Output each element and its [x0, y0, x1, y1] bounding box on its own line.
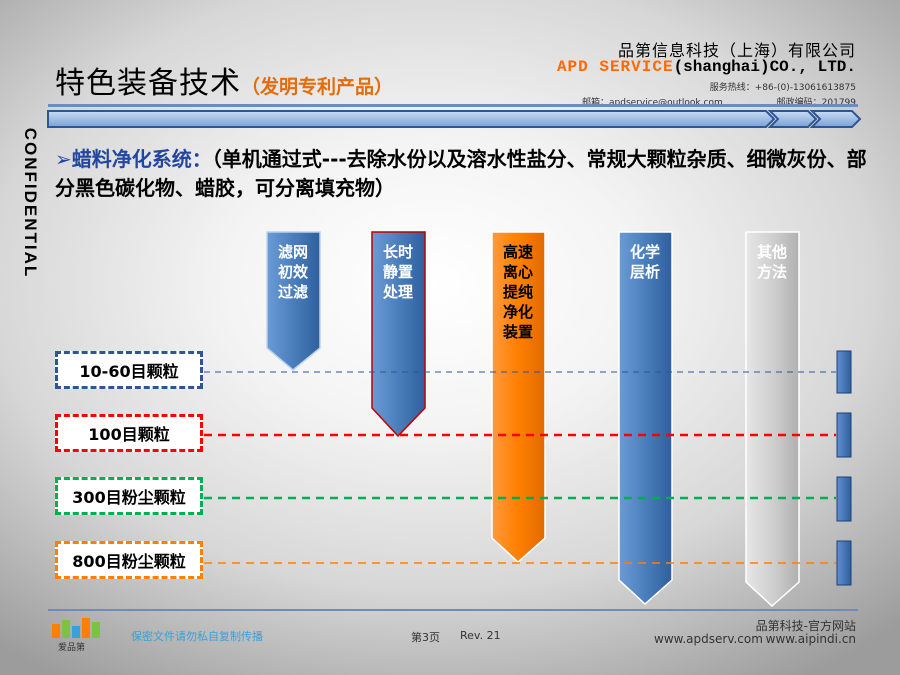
aipindi-logo — [52, 618, 100, 638]
column-label-centrifuge: 高速离心提纯净化装置 — [502, 243, 533, 341]
column-arrow-other — [745, 231, 800, 608]
column-arrow-centrifuge — [491, 231, 546, 564]
title-subtitle: （发明专利产品） — [241, 76, 394, 98]
company-name-cn: 品第信息科技（上海）有限公司 — [617, 41, 856, 60]
footer-site-link-1[interactable]: www.apdserv.com — [654, 632, 763, 646]
section-heading: ➢蜡料净化系统：（单机通过式---去除水份以及溶水性盐分、常规大颗粒杂质、细微灰… — [55, 145, 875, 203]
header-divider — [48, 104, 858, 107]
row-label-800: 800目粉尘颗粒 — [55, 541, 203, 579]
column-arrow-settling — [371, 231, 426, 438]
row-label-10-60: 10-60目颗粒 — [55, 351, 203, 389]
row-end-10-60 — [836, 350, 852, 394]
footer-secret: 保密文件请勿私自复制传播 — [131, 630, 263, 643]
column-label-other: 其他方法 — [756, 243, 787, 281]
row-label-300: 300目粉尘颗粒 — [55, 477, 203, 515]
company-en-rest: (shanghai)CO., LTD. — [673, 58, 856, 76]
company-phone: 服务热线：+86-(0)-13061613875 — [709, 83, 856, 93]
company-email: 邮箱：apdservice@outlook.com — [582, 98, 723, 108]
row-end-100 — [836, 412, 852, 458]
header-arrow-bar — [47, 110, 862, 128]
row-label-100: 100目颗粒 — [55, 414, 203, 452]
company-zip: 邮政编码：201799 — [776, 98, 856, 108]
row-end-300 — [836, 476, 852, 522]
row-end-800 — [836, 540, 852, 586]
page-title: 特色装备技术（发明专利产品） — [55, 66, 394, 101]
company-name-en: APD SERVICE(shanghai)CO., LTD. — [557, 58, 856, 76]
footer-page-number: 第3页 — [411, 631, 440, 644]
footer-site-title: 品第科技-官方网站 — [755, 619, 856, 633]
column-label-chromatography: 化学层析 — [629, 243, 660, 281]
column-arrow-filter — [266, 231, 321, 371]
column-label-settling: 长时静置处理 — [382, 243, 413, 301]
company-brand: APD SERVICE — [556, 58, 674, 76]
footer-revision: Rev. 21 — [460, 629, 501, 642]
heading-text: （单机通过式---去除水份以及溶水性盐分、常规大颗粒杂质、细微灰份、部分黑色碳化… — [55, 147, 867, 200]
logo-text: 爱品第 — [58, 643, 86, 653]
footer-site-link-2[interactable]: www.aipindi.cn — [765, 632, 856, 646]
column-label-filter: 滤网初效过滤 — [277, 243, 308, 301]
footer-divider — [48, 609, 858, 611]
column-arrow-chromatography — [618, 231, 673, 606]
heading-lead: ➢蜡料净化系统： — [55, 147, 212, 171]
